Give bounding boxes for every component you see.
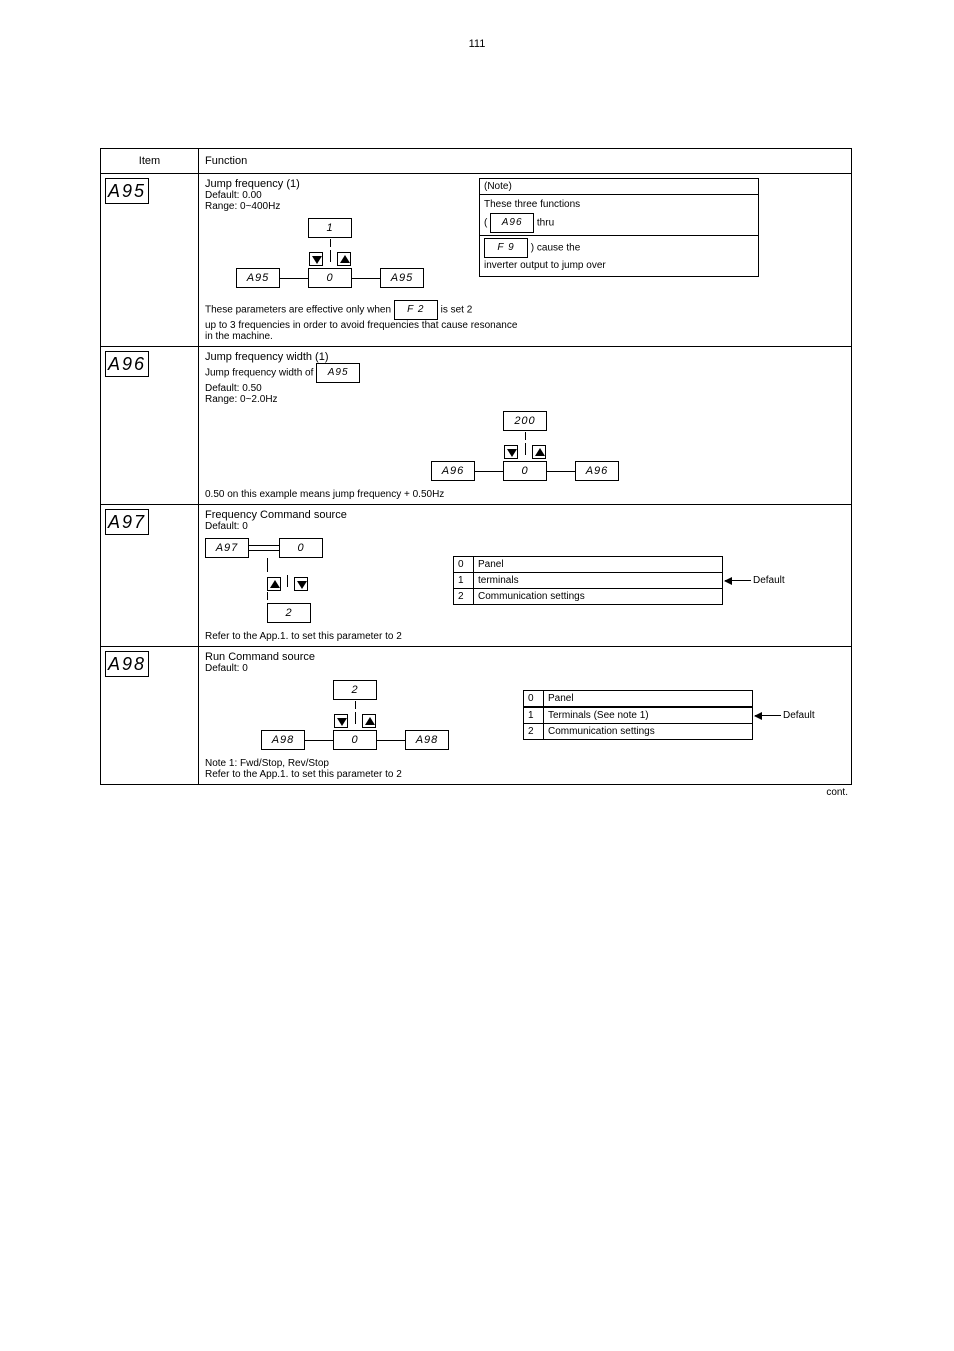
table-a98: 0Panel 1Terminals (See note 1) 2Communic… [523,690,753,740]
down-icon [504,445,518,459]
table-row: 0Panel [454,557,723,573]
up-icon [532,445,546,459]
row-a97: A97 Frequency Command source Default: 0 … [101,505,851,647]
row-a96: A96 Jump frequency width (1) Jump freque… [101,347,851,505]
code-display-a95: A95 [105,178,149,204]
arrow-left-icon [725,580,751,581]
row-a98: A98 Run Command source Default: 0 2 A98 … [101,647,851,784]
default-a95: Default: 0.00 [205,190,455,201]
cell-code-a97: A97 [101,505,199,646]
cell-code-a96: A96 [101,347,199,504]
disp: A95 [380,268,424,288]
code-display-a97: A97 [105,509,149,535]
cell-func-a97: Frequency Command source Default: 0 A97 … [199,505,851,646]
up-icon [362,714,376,728]
cell-func-a98: Run Command source Default: 0 2 A98 0 A9… [199,647,851,784]
header-row: Item Function [101,149,851,174]
table-a97: 0Panel 1terminals 2Communication setting… [453,556,723,605]
disp: 1 [308,218,352,238]
table-row: 1terminals [454,573,723,589]
title-a98: Run Command source [205,651,845,663]
table-row: 0Panel [524,691,753,708]
parameter-table: Item Function A95 Jump frequency (1) Def… [100,148,852,785]
arrow-left-icon [755,715,781,716]
down-icon [309,252,323,266]
note-box-a95: (Note) These three functions ( A96 thru … [479,178,759,277]
header-function: Function [199,149,851,173]
disp: A95 [236,268,280,288]
title-a96: Jump frequency width (1) [205,351,845,363]
table-row: 2Communication settings [454,589,723,605]
row-a95: A95 Jump frequency (1) Default: 0.00 Ran… [101,174,851,347]
up-icon [337,252,351,266]
code-display-a98: A98 [105,651,149,677]
down-icon [334,714,348,728]
down-icon [294,577,308,591]
header-item: Item [101,149,199,173]
table-row: 1Terminals (See note 1) [524,707,753,724]
cell-func-a95: Jump frequency (1) Default: 0.00 Range: … [199,174,851,346]
cell-func-a96: Jump frequency width (1) Jump frequency … [199,347,851,504]
title-a97: Frequency Command source [205,509,845,521]
disp: 0 [308,268,352,288]
code-display-a96: A96 [105,351,149,377]
range-a95: Range: 0~400Hz [205,201,455,212]
cont: cont. [100,785,852,800]
cell-code-a98: A98 [101,647,199,784]
table-row: 2Communication settings [524,724,753,740]
cell-code-a95: A95 [101,174,199,346]
up-icon [267,577,281,591]
title-a95: Jump frequency (1) [205,178,455,190]
page-number: 111 [0,38,954,50]
